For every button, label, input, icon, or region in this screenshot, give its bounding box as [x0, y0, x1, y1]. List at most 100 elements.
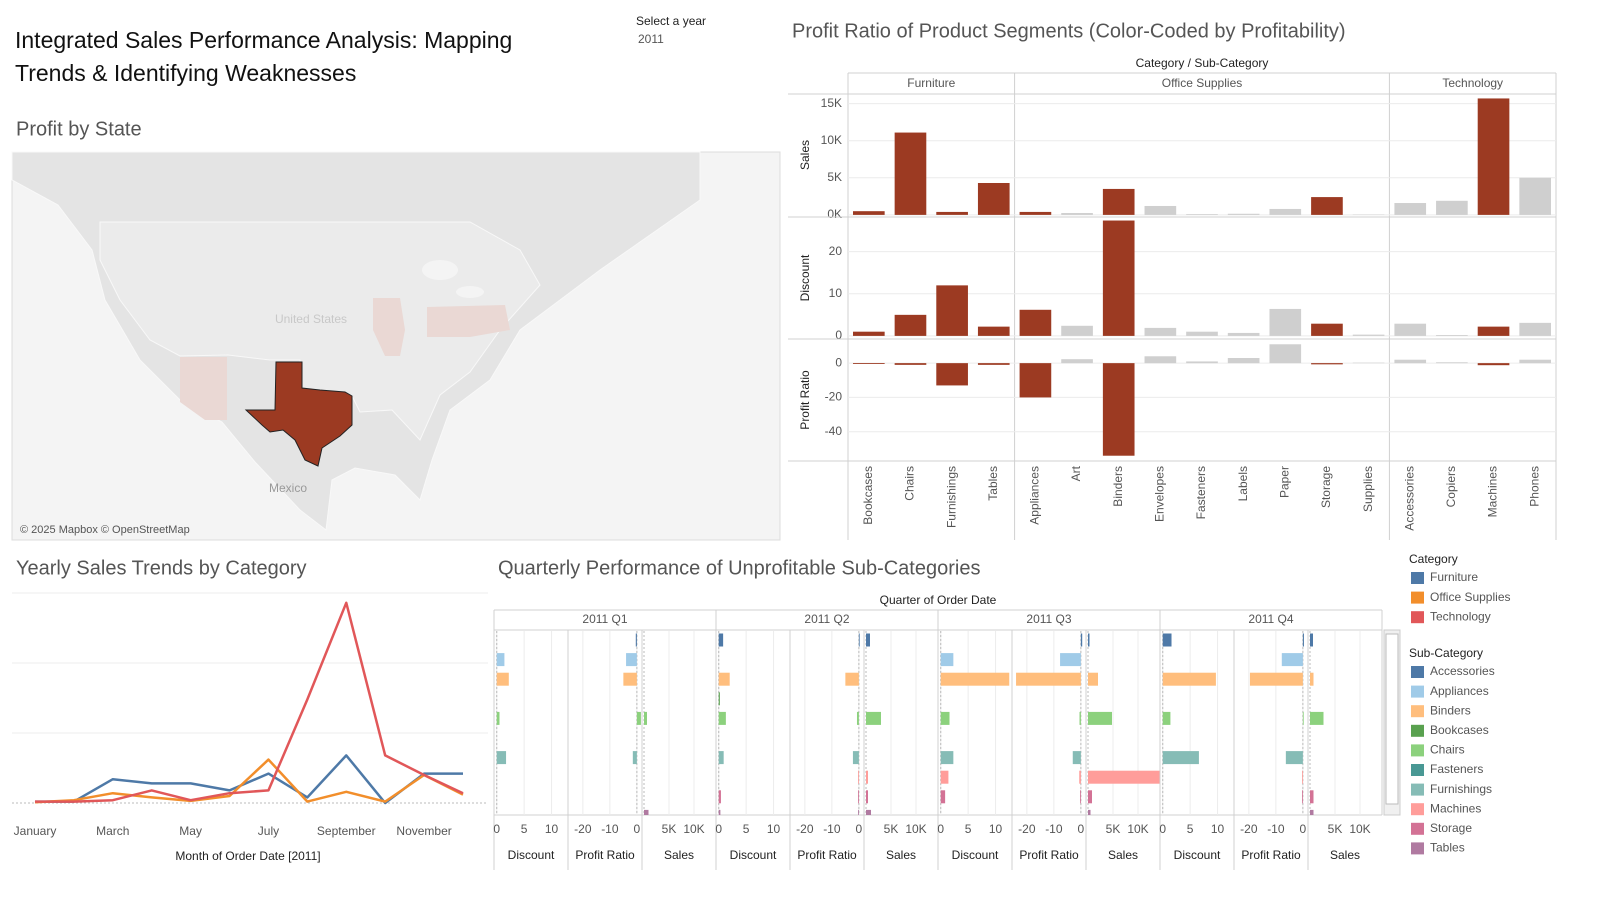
- measure-label: Discount: [952, 848, 999, 862]
- bar: [1285, 751, 1303, 765]
- x-tick-label: -20: [1240, 822, 1258, 836]
- map-label: United States: [275, 312, 347, 326]
- bar: [856, 711, 859, 725]
- measure-label: Sales: [664, 848, 694, 862]
- bar: [977, 326, 1010, 336]
- y-tick-label: 15K: [821, 96, 842, 110]
- legend-title: Sub-Category: [1409, 646, 1483, 660]
- bar: [1102, 363, 1135, 456]
- bar: [1186, 214, 1218, 215]
- x-tick-label: Copiers: [1444, 466, 1458, 507]
- x-tick-label: 10: [767, 822, 781, 836]
- x-tick-label: Phones: [1527, 466, 1541, 507]
- legend-label: Technology: [1430, 609, 1491, 623]
- bar: [936, 211, 968, 215]
- bar: [1302, 711, 1304, 725]
- x-tick-label: -20: [1018, 822, 1036, 836]
- dashboard-title: Integrated Sales Performance Analysis: M…: [15, 27, 513, 86]
- x-tick-label: Labels: [1236, 466, 1250, 501]
- bar: [1088, 672, 1098, 686]
- legend-swatch: [1411, 591, 1424, 604]
- bar: [1436, 362, 1468, 364]
- bar: [1311, 363, 1343, 365]
- line-series: [34, 758, 464, 804]
- x-tick-label: Chairs: [903, 466, 917, 501]
- bar: [1088, 770, 1160, 784]
- map-state: [427, 305, 510, 337]
- legend-swatch: [1411, 764, 1424, 776]
- bar: [496, 672, 509, 686]
- legend-swatch: [1411, 783, 1424, 796]
- measure-label: Profit Ratio: [797, 848, 857, 862]
- measure-label: Sales: [1330, 848, 1360, 862]
- chart-title: Quarterly Performance of Unprofitable Su…: [498, 557, 980, 579]
- bar: [936, 285, 968, 336]
- bar: [1072, 751, 1081, 765]
- bar: [1016, 672, 1081, 686]
- legend-label: Bookcases: [1430, 723, 1489, 737]
- x-tick-label: 5: [743, 822, 750, 836]
- bar: [718, 809, 721, 815]
- x-tick-label: 5K: [662, 822, 677, 836]
- bar: [845, 672, 859, 686]
- bar: [1061, 325, 1093, 336]
- x-tick-label: -20: [574, 822, 592, 836]
- legend-label: Office Supplies: [1430, 590, 1511, 604]
- x-tick-label: 0: [1159, 822, 1166, 836]
- bar: [1269, 344, 1302, 364]
- map-state: [180, 357, 227, 420]
- measure-label: Discount: [508, 848, 555, 862]
- map-label: Mexico: [269, 481, 307, 495]
- x-tick-label: Fasteners: [1194, 466, 1208, 519]
- legend-swatch: [1411, 705, 1424, 718]
- legend-swatch: [1411, 842, 1424, 855]
- legend-label: Accessories: [1430, 664, 1495, 678]
- legend-swatch: [1411, 744, 1424, 757]
- bar: [866, 790, 868, 804]
- y-tick-label: -40: [825, 424, 843, 438]
- x-tick-label: 0: [1300, 822, 1307, 836]
- chart-title: Profit Ratio of Product Segments (Color-…: [792, 20, 1346, 42]
- x-axis-title: Month of Order Date [2011]: [175, 849, 320, 863]
- y-tick-label: 0: [835, 328, 842, 342]
- bar: [1088, 790, 1092, 804]
- bar: [1394, 203, 1427, 215]
- filter-value[interactable]: 2011: [638, 32, 664, 46]
- x-tick-label: Accessories: [1402, 466, 1416, 531]
- bar: [1477, 326, 1510, 336]
- bar: [1186, 361, 1218, 364]
- bar: [1249, 672, 1303, 686]
- bar: [1061, 359, 1093, 364]
- legend-label: Binders: [1430, 703, 1471, 717]
- map-lake: [456, 286, 484, 298]
- legend-swatch: [1411, 666, 1424, 678]
- x-tick-label: -10: [1267, 822, 1285, 836]
- bar: [1281, 653, 1303, 667]
- bar: [1061, 213, 1093, 215]
- map-lake: [422, 260, 458, 280]
- bar: [894, 132, 927, 215]
- bar: [1019, 211, 1052, 215]
- bar: [644, 711, 647, 725]
- x-tick-label: -10: [1045, 822, 1063, 836]
- bar: [1162, 711, 1171, 725]
- scrollbar-thumb[interactable]: [1385, 633, 1399, 805]
- x-tick-label: 10: [545, 822, 559, 836]
- quarter-header: 2011 Q2: [804, 612, 849, 626]
- bar: [1519, 359, 1552, 364]
- bar: [1302, 633, 1304, 647]
- x-tick-label: Envelopes: [1153, 466, 1167, 522]
- x-tick-label: 0: [634, 822, 641, 836]
- group-header: Furniture: [907, 76, 955, 90]
- bar: [858, 809, 859, 815]
- x-tick-label: September: [317, 824, 376, 838]
- legend-label: Machines: [1430, 801, 1481, 815]
- bar: [866, 711, 881, 725]
- x-tick-label: July: [258, 824, 279, 838]
- bar: [1162, 672, 1216, 686]
- map-state-highlight: [244, 361, 353, 467]
- x-tick-label: 0: [937, 822, 944, 836]
- bar: [496, 751, 507, 765]
- bar: [1060, 653, 1081, 667]
- x-tick-label: Storage: [1319, 466, 1333, 508]
